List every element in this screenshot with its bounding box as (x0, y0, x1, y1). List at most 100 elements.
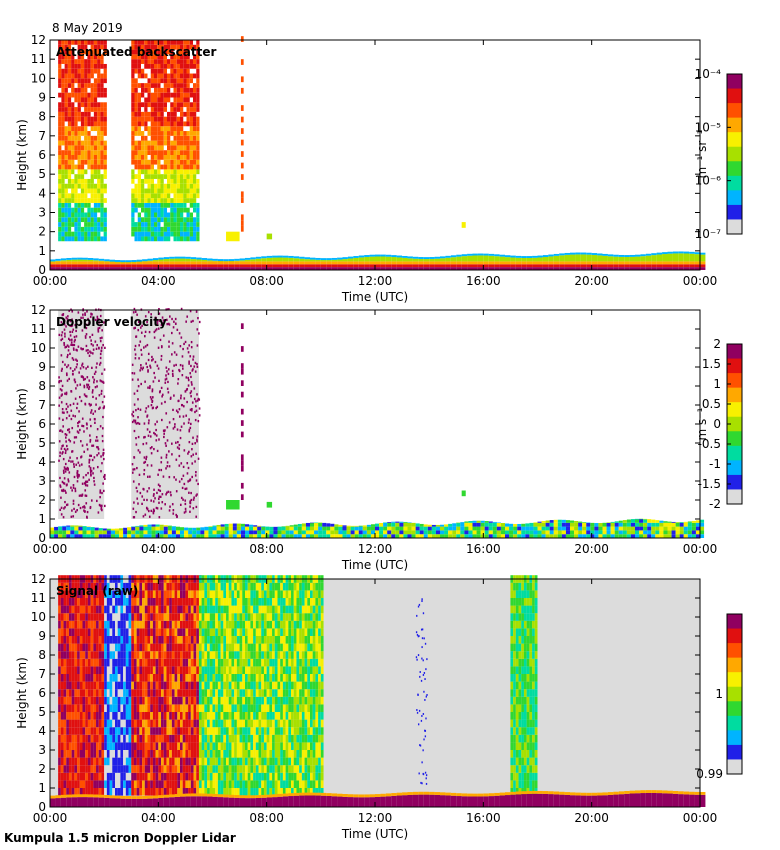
velocity-cell (77, 461, 80, 464)
velocity-cell (460, 526, 465, 531)
velocity-cell (293, 526, 298, 531)
signal-cell (144, 765, 148, 773)
velocity-cell (101, 336, 103, 339)
signal-cell (93, 712, 97, 720)
backscatter-cell (80, 183, 85, 189)
backscatter-cell (266, 261, 273, 265)
velocity-cell (456, 530, 461, 535)
backscatter-cell (299, 256, 305, 259)
velocity-cell (188, 491, 190, 494)
signal-cell (139, 651, 143, 659)
velocity-cell (240, 482, 244, 489)
backscatter-cell (137, 217, 141, 223)
velocity-cell (158, 379, 160, 382)
signal-cell (128, 628, 132, 636)
backscatter-cell (103, 217, 107, 223)
x-tick-label: 04:00 (141, 542, 176, 556)
backscatter-cell (77, 259, 83, 262)
signal-cell (98, 651, 102, 659)
velocity-cell (431, 530, 436, 535)
signal-cell (63, 696, 67, 705)
colorbar-swatch (727, 344, 742, 360)
backscatter-cell (67, 107, 72, 112)
backscatter-cell (87, 222, 91, 227)
backscatter-cell (77, 126, 81, 132)
backscatter-cell (134, 202, 138, 208)
backscatter-cell (183, 231, 187, 237)
velocity-cell (74, 534, 79, 538)
backscatter-cell (272, 267, 278, 270)
signal-cell (93, 658, 97, 667)
signal-cell (93, 681, 97, 690)
velocity-cell (155, 434, 158, 437)
velocity-cell (63, 507, 65, 510)
backscatter-cell (196, 178, 200, 184)
signal-cell (152, 598, 156, 606)
signal-cell (150, 765, 153, 773)
velocity-cell (236, 534, 241, 538)
velocity-cell (71, 318, 73, 321)
signal-cell (104, 628, 107, 636)
colorbar: 10⁻⁴10⁻⁵10⁻⁶10⁻⁷m⁻¹ sr⁻¹ (695, 67, 743, 241)
backscatter-cell (337, 261, 343, 265)
velocity-cell (147, 386, 149, 389)
backscatter-cell (137, 164, 141, 170)
backscatter-cell (61, 121, 65, 127)
backscatter-cell (193, 164, 197, 170)
backscatter-cell (97, 92, 101, 98)
velocity-cell (140, 382, 143, 386)
backscatter-cell (97, 107, 101, 112)
backscatter-cell (150, 97, 154, 103)
backscatter-cell (607, 264, 614, 268)
velocity-cell (407, 530, 412, 535)
backscatter-cell (167, 44, 171, 50)
velocity-cell (358, 530, 363, 535)
velocity-cell (85, 344, 88, 348)
velocity-cell (675, 530, 680, 535)
velocity-cell (141, 324, 143, 327)
signal-cell (125, 704, 129, 712)
backscatter-cell (84, 92, 88, 98)
backscatter-cell (84, 87, 88, 93)
backscatter-cell (183, 222, 187, 227)
backscatter-cell (575, 254, 581, 262)
velocity-cell (101, 400, 104, 404)
backscatter-cell (71, 150, 75, 155)
backscatter-cell (80, 202, 85, 208)
signal-cell (155, 772, 159, 781)
backscatter-cell (180, 226, 184, 232)
signal-cell (68, 590, 72, 598)
velocity-cell (68, 377, 71, 381)
velocity-cell (188, 527, 193, 531)
backscatter-cell (150, 169, 154, 175)
backscatter-cell (103, 155, 107, 160)
backscatter-cell (90, 236, 94, 242)
velocity-cell (431, 524, 436, 527)
backscatter-cell (150, 111, 154, 117)
backscatter-cell (74, 202, 78, 208)
signal-cell (112, 742, 115, 750)
velocity-cell (181, 364, 184, 367)
velocity-cell (175, 530, 180, 535)
velocity-cell (137, 385, 140, 388)
signal-cell (77, 765, 80, 773)
backscatter-cell (131, 140, 135, 146)
velocity-cell (472, 530, 477, 535)
velocity-cell (99, 324, 102, 327)
velocity-cell (157, 488, 160, 492)
backscatter-cell (157, 231, 161, 237)
signal-cell (87, 750, 91, 758)
backscatter-cell (84, 226, 88, 232)
velocity-cell (65, 503, 68, 507)
signal-cell (136, 750, 140, 758)
backscatter-cell (180, 212, 184, 218)
velocity-cell (146, 475, 149, 478)
backscatter-cell (602, 253, 608, 256)
backscatter-cell (131, 40, 135, 45)
velocity-cell (76, 457, 78, 460)
backscatter-cell (131, 207, 135, 213)
backscatter-cell (186, 63, 190, 69)
backscatter-cell (100, 92, 104, 98)
backscatter-cell (180, 87, 184, 93)
backscatter-cell (137, 202, 141, 208)
